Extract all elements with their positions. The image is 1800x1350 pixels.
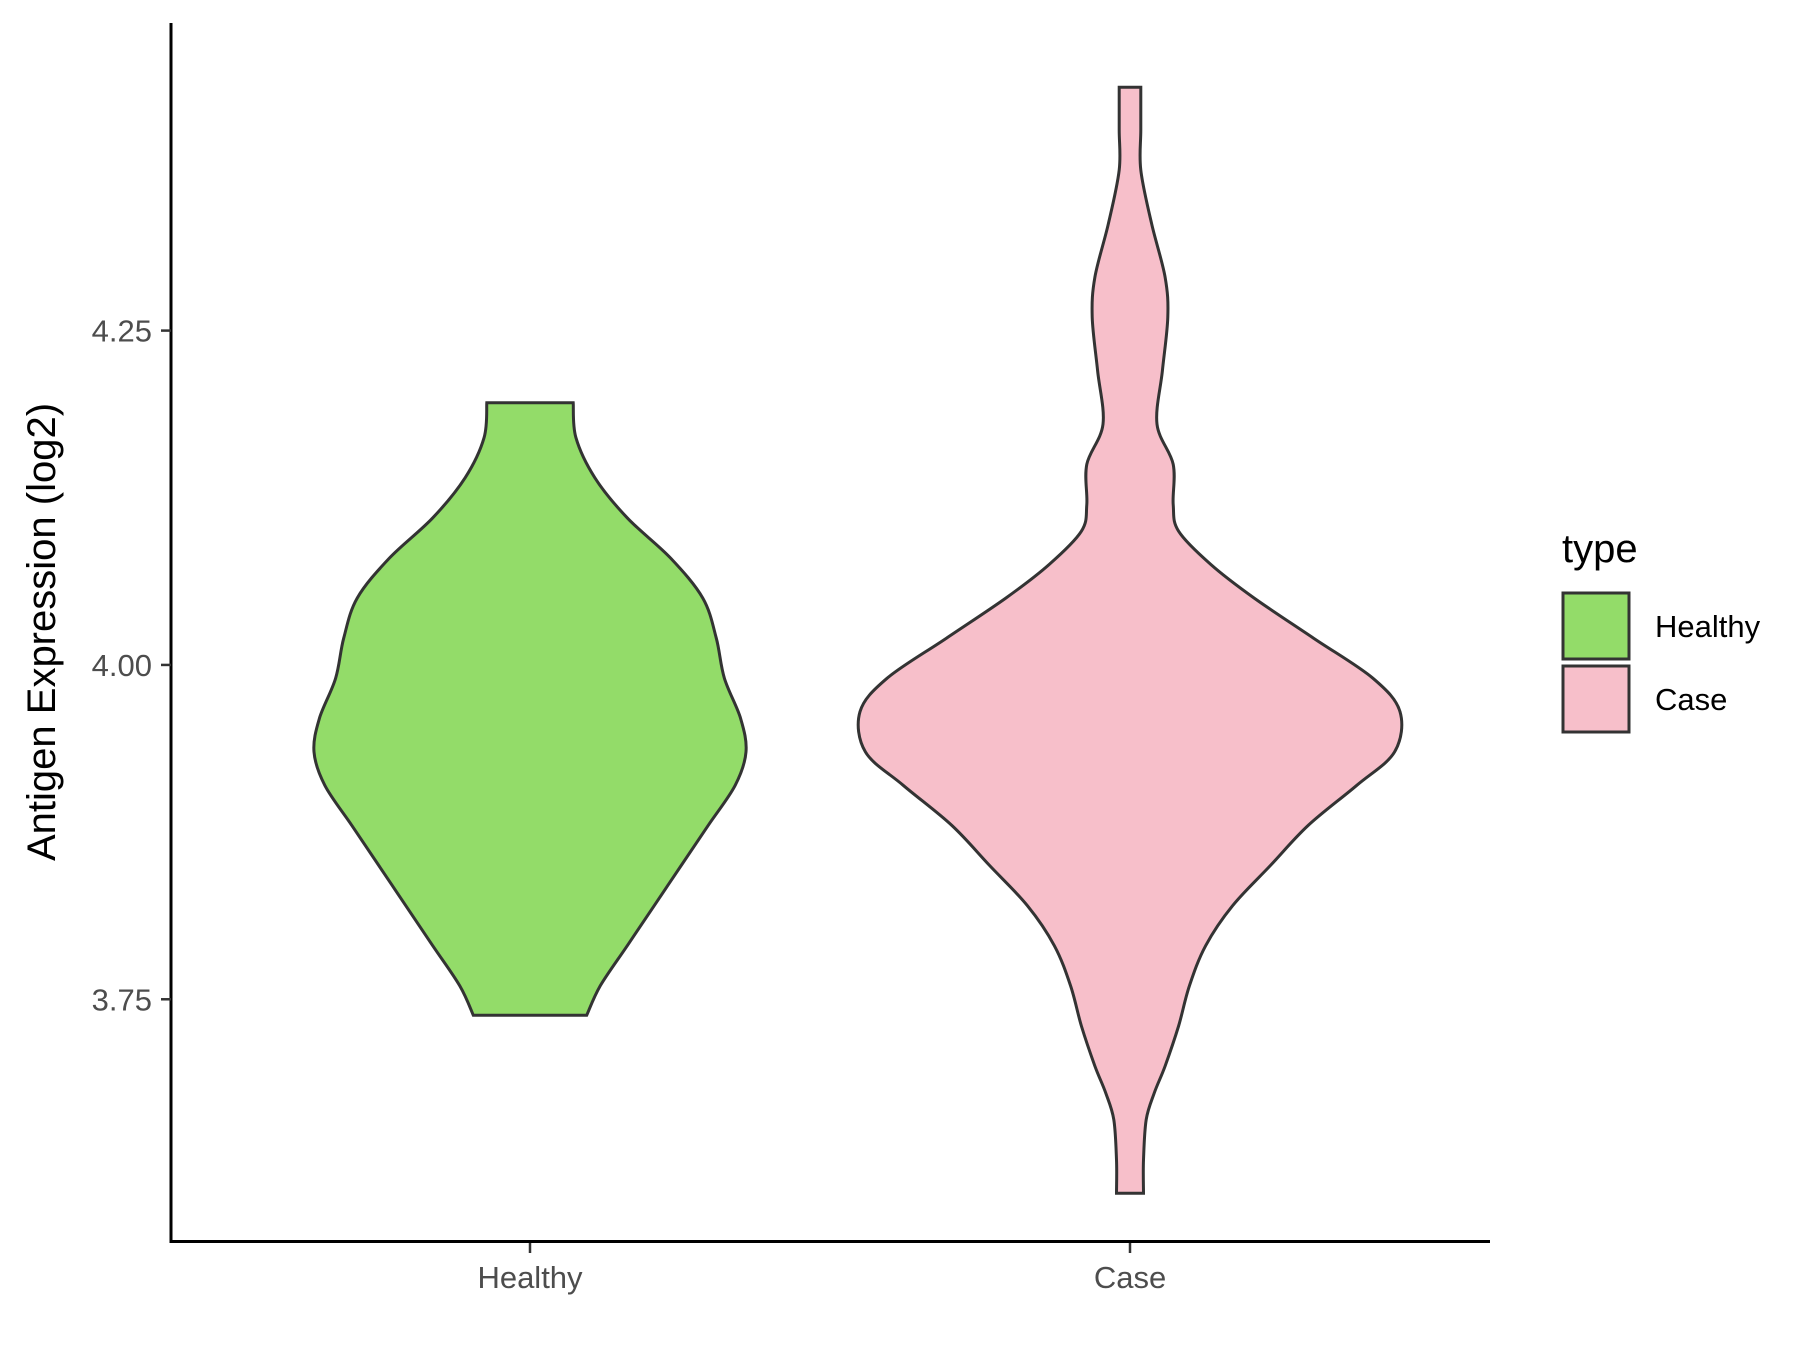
legend-entries: Healthy Case — [1561, 591, 1761, 734]
violin-healthy — [312, 401, 748, 1017]
legend-label-healthy: Healthy — [1655, 609, 1761, 644]
violin-case — [856, 85, 1404, 1195]
legend-label-case: Case — [1655, 682, 1727, 717]
legend-swatch-healthy — [1561, 591, 1631, 661]
y-axis-title: Antigen Expression (log2) — [20, 403, 64, 861]
violins-layer — [312, 85, 1404, 1195]
x-tick-label: Case — [1094, 1260, 1166, 1295]
y-axis-ticks: 3.75 4.00 4.25 — [92, 314, 171, 1017]
y-tick-label: 4.25 — [92, 314, 152, 349]
legend-swatch-case — [1561, 664, 1631, 734]
legend: type Healthy Case — [1561, 527, 1761, 734]
x-tick-label: Healthy — [477, 1260, 583, 1295]
legend-title: type — [1562, 527, 1638, 571]
y-tick-label: 3.75 — [92, 982, 152, 1017]
x-axis-ticks: Healthy Case — [477, 1243, 1166, 1295]
y-tick-label: 4.00 — [92, 648, 152, 683]
